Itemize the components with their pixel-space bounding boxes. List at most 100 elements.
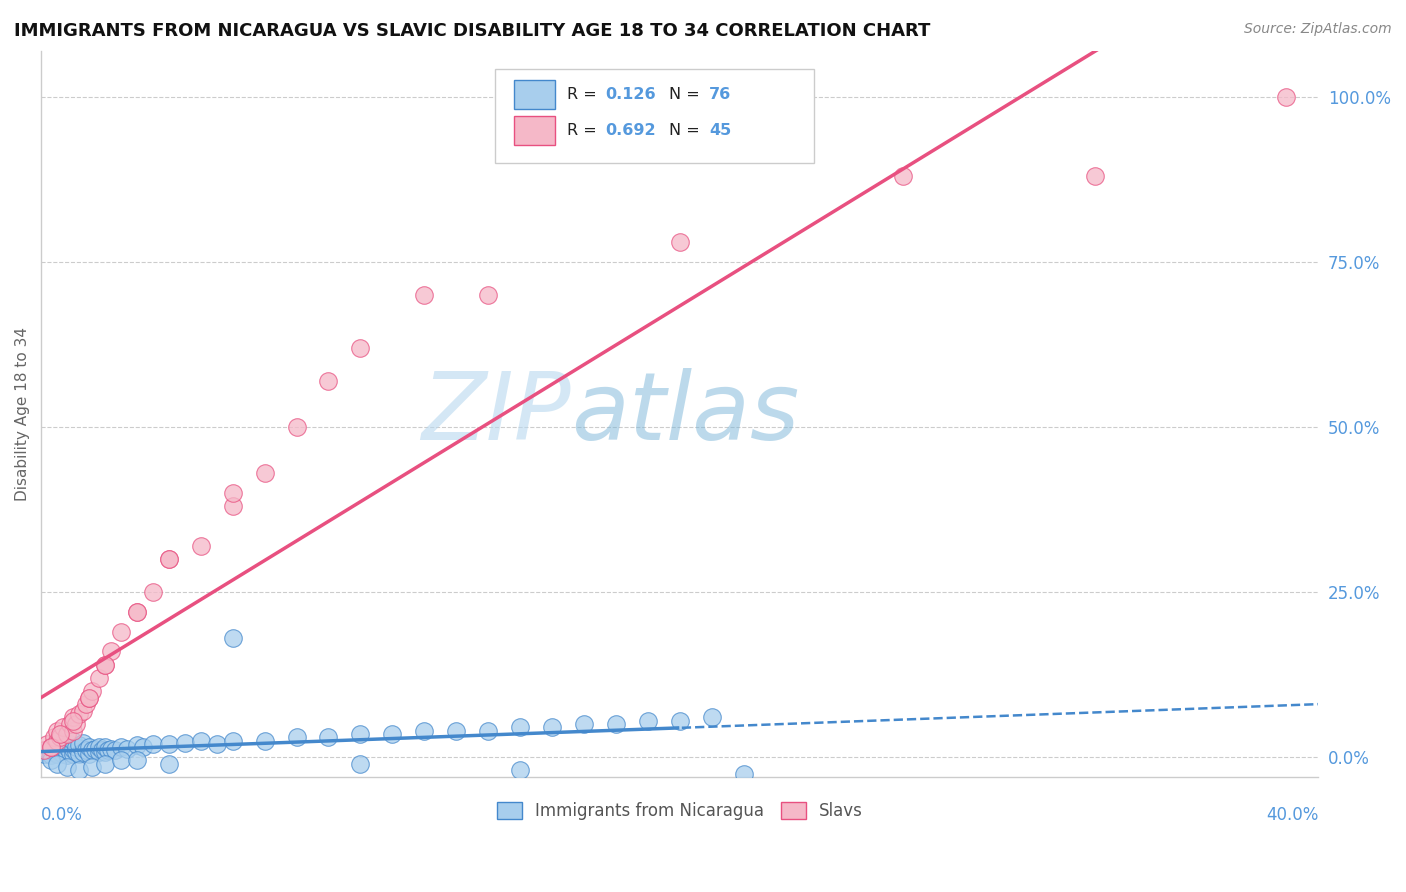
Point (59, 717, 82, 731)
Point (67, 764, 90, 778)
Point (72, 745, 94, 759)
Point (62, 714, 84, 728)
Point (205, 737, 228, 751)
Point (46, 723, 69, 738)
Text: N =: N = (669, 87, 706, 102)
Point (318, 374, 340, 388)
Point (65, 745, 87, 759)
Point (39, 740, 62, 755)
Point (49, 727, 72, 741)
Point (668, 714, 690, 728)
Point (891, 169, 914, 183)
Point (103, 743, 125, 757)
Point (253, 466, 276, 480)
Point (117, 742, 139, 756)
Point (75, 698, 97, 712)
Point (285, 731, 308, 745)
Point (46, 756, 69, 771)
Text: R =: R = (567, 123, 602, 138)
Point (349, 341, 371, 355)
Point (52, 747, 75, 761)
Point (39, 740, 62, 755)
Point (125, 738, 148, 752)
Point (82, 760, 104, 774)
Y-axis label: Disability Age 18 to 34: Disability Age 18 to 34 (15, 326, 30, 500)
Point (221, 632, 243, 646)
Point (94, 756, 117, 771)
Point (1084, 169, 1107, 183)
Point (285, 420, 308, 434)
Point (67, 747, 90, 761)
Text: Source: ZipAtlas.com: Source: ZipAtlas.com (1244, 22, 1392, 37)
Point (72, 704, 94, 718)
Point (87, 671, 110, 685)
Point (65, 740, 87, 755)
Point (509, 720, 531, 734)
Point (49, 745, 72, 759)
Text: 0.126: 0.126 (606, 87, 657, 102)
Point (221, 499, 243, 513)
Point (668, 235, 690, 249)
Point (52, 720, 75, 734)
Point (55, 740, 77, 755)
Point (46, 747, 69, 761)
Point (132, 740, 155, 755)
Point (75, 743, 97, 757)
Point (94, 657, 117, 672)
Point (39, 753, 62, 767)
Point (125, 605, 148, 619)
Point (49, 731, 72, 745)
Point (100, 742, 122, 756)
Point (84, 742, 107, 756)
Point (90, 743, 112, 757)
Point (67, 738, 90, 752)
Point (253, 733, 276, 747)
Point (572, 717, 595, 731)
Point (65, 717, 87, 731)
Point (34, 743, 56, 757)
Text: 40.0%: 40.0% (1265, 805, 1319, 824)
Text: N =: N = (669, 123, 706, 138)
Point (190, 539, 212, 553)
Point (37, 743, 59, 757)
Point (100, 644, 122, 658)
Point (733, 766, 755, 780)
FancyBboxPatch shape (495, 69, 814, 163)
Point (110, 753, 132, 767)
Point (82, 684, 104, 698)
Point (477, 723, 499, 738)
Point (42, 745, 65, 759)
Point (49, 738, 72, 752)
Point (541, 720, 564, 734)
Point (190, 733, 212, 747)
Point (637, 714, 659, 728)
Text: ZIP: ZIP (422, 368, 571, 459)
Point (34, 747, 56, 761)
Point (157, 552, 180, 566)
Point (46, 742, 69, 756)
Point (87, 745, 110, 759)
Text: 76: 76 (709, 87, 731, 102)
Point (142, 585, 165, 599)
Point (59, 745, 82, 759)
Point (221, 486, 243, 500)
Point (39, 748, 62, 763)
Point (157, 737, 180, 751)
Point (142, 737, 165, 751)
Point (94, 657, 117, 672)
Point (77, 690, 100, 705)
Point (55, 748, 77, 763)
Point (55, 727, 77, 741)
Point (55, 760, 77, 774)
Point (77, 690, 100, 705)
Point (62, 733, 84, 747)
Point (42, 737, 65, 751)
Legend: Immigrants from Nicaragua, Slavs: Immigrants from Nicaragua, Slavs (489, 795, 869, 827)
Point (110, 624, 132, 639)
Text: atlas: atlas (571, 368, 800, 459)
Point (94, 745, 117, 759)
Point (62, 710, 84, 724)
Point (381, 727, 404, 741)
Point (349, 756, 371, 771)
Point (509, 764, 531, 778)
